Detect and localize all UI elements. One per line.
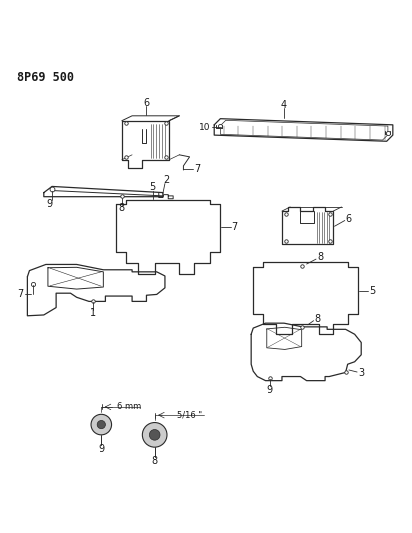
Text: 6: 6 <box>143 98 150 108</box>
Circle shape <box>91 414 112 435</box>
Text: 8P69 500: 8P69 500 <box>17 71 74 84</box>
Text: 10: 10 <box>199 123 211 132</box>
Text: 7: 7 <box>232 222 238 232</box>
Text: 5/16 ": 5/16 " <box>177 410 202 419</box>
Text: 6: 6 <box>345 214 351 224</box>
Text: 8: 8 <box>317 253 323 262</box>
Text: 9: 9 <box>98 444 104 454</box>
Text: 8: 8 <box>119 203 125 213</box>
Text: 2: 2 <box>164 175 170 185</box>
Text: 5: 5 <box>150 182 156 192</box>
Circle shape <box>143 423 167 447</box>
Text: 5: 5 <box>369 286 375 296</box>
Text: 9: 9 <box>46 199 52 209</box>
Circle shape <box>97 421 105 429</box>
Text: 9: 9 <box>267 385 273 394</box>
Text: 1: 1 <box>90 308 96 318</box>
Circle shape <box>149 430 160 440</box>
Text: 6 mm: 6 mm <box>117 402 141 411</box>
Text: 4: 4 <box>281 100 287 110</box>
Text: 7: 7 <box>194 164 200 174</box>
Text: 8: 8 <box>315 314 321 324</box>
Text: 8: 8 <box>152 456 158 466</box>
Text: 7: 7 <box>17 289 23 300</box>
Text: 3: 3 <box>358 368 364 378</box>
